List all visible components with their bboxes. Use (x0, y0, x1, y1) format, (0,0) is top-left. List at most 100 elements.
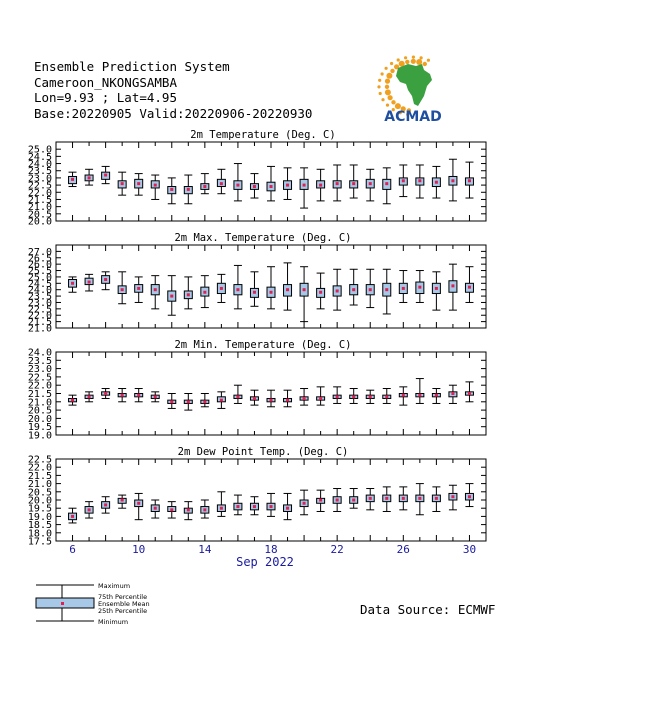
mean-marker (401, 393, 405, 397)
chart-header: Ensemble Prediction System Cameroon_NKON… (34, 59, 312, 121)
mean-marker (203, 290, 207, 294)
y-tick-label: 26.0 (28, 260, 52, 271)
mean-marker (286, 506, 290, 510)
mean-marker (286, 288, 290, 292)
y-tick-label: 21.5 (28, 317, 52, 328)
mean-marker (352, 288, 356, 292)
y-tick-label: 18.0 (28, 528, 52, 539)
mean-marker (286, 398, 290, 402)
mean-marker (153, 183, 157, 187)
mean-marker (236, 505, 240, 509)
mean-marker (418, 179, 422, 183)
mean-marker (170, 508, 174, 512)
x-tick-label: 14 (198, 543, 212, 556)
mean-marker (319, 290, 323, 294)
mean-marker (186, 293, 190, 297)
mean-marker (219, 182, 223, 186)
y-tick-label: 20.5 (28, 487, 52, 498)
legend-p25: 25th Percentile (98, 607, 147, 615)
logo-ray-dot (396, 58, 400, 62)
x-tick-label: 26 (397, 543, 410, 556)
mean-marker (104, 173, 108, 177)
y-tick-label: 20.5 (28, 406, 52, 417)
logo-ray-dot (390, 68, 395, 74)
panel-title: 2m Max. Temperature (Deg. C) (174, 232, 351, 244)
mean-marker (352, 498, 356, 502)
mean-marker (451, 392, 455, 395)
x-tick-label: 18 (264, 543, 277, 556)
mean-marker (186, 508, 190, 512)
mean-marker (153, 288, 157, 292)
logo-ray-dot (405, 59, 410, 65)
logo-ray-dot (384, 66, 388, 70)
y-tick-label: 22.5 (28, 455, 52, 466)
logo-ray-dot (380, 72, 384, 76)
logo-ray-dot (411, 55, 415, 59)
logo-ray-dot (378, 78, 382, 82)
mean-marker (236, 395, 240, 399)
y-tick-label: 18.5 (28, 520, 52, 531)
panel-title: 2m Temperature (Deg. C) (190, 129, 335, 141)
mean-marker (368, 182, 372, 186)
logo-ray-dot (398, 60, 405, 67)
legend: Maximum 75th Percentile Ensemble Mean 25… (35, 582, 150, 626)
mean-marker (401, 496, 405, 500)
logo-ray-dot (387, 95, 393, 101)
y-tick-label: 22.0 (28, 311, 52, 322)
logo-ray-dot (406, 108, 412, 113)
y-tick-label: 17.5 (28, 537, 52, 548)
mean-marker (120, 498, 124, 502)
y-tick-label: 23.0 (28, 364, 52, 375)
logo-text: ACMAD (384, 109, 442, 124)
logo-ray-dot (386, 72, 393, 79)
y-tick-label: 23.5 (28, 166, 52, 177)
mean-marker (170, 294, 174, 298)
logo-ray-dot (378, 91, 382, 96)
mean-marker (302, 288, 306, 292)
mean-marker (71, 281, 75, 285)
mean-marker (352, 395, 356, 399)
y-tick-label: 20.0 (28, 496, 52, 507)
y-tick-label: 21.0 (28, 324, 52, 335)
y-tick-label: 21.0 (28, 479, 52, 490)
y-tick-label: 20.0 (28, 217, 52, 228)
mean-marker (434, 286, 438, 290)
mean-marker (385, 182, 389, 186)
mean-marker (120, 393, 124, 397)
x-tick-label: 6 (69, 543, 76, 556)
panel-title: 2m Dew Point Temp. (Deg. C) (178, 446, 349, 458)
mean-marker (87, 395, 91, 399)
mean-marker (418, 393, 422, 397)
mean-marker (418, 285, 422, 289)
y-tick-label: 22.5 (28, 372, 52, 383)
x-axis-label: Sep 2022 (236, 555, 294, 569)
mean-marker (467, 285, 471, 289)
mean-marker (319, 396, 323, 400)
mean-marker (319, 498, 323, 502)
y-tick-label: 24.0 (28, 348, 52, 359)
mean-marker (302, 501, 306, 505)
mean-marker (252, 290, 256, 294)
mean-marker (269, 290, 273, 294)
mean-marker (286, 183, 290, 187)
y-tick-label: 25.5 (28, 266, 52, 277)
logo-ray-dot (391, 100, 396, 105)
mean-marker (335, 498, 339, 502)
mean-marker (467, 179, 471, 183)
mean-marker (451, 495, 455, 499)
y-tick-label: 23.0 (28, 298, 52, 309)
mean-marker (418, 496, 422, 500)
y-tick-label: 21.5 (28, 471, 52, 482)
mean-marker (302, 183, 306, 187)
header-line-1: Ensemble Prediction System (34, 59, 230, 74)
mean-marker (87, 508, 91, 512)
header-line-4: Base:20220905 Valid:20220906-20220930 (34, 105, 313, 121)
mean-marker (467, 392, 471, 395)
logo-ray-dot (384, 89, 391, 96)
y-tick-label: 24.0 (28, 285, 52, 296)
y-tick-label: 19.5 (28, 422, 52, 433)
logo-ray-dot (404, 56, 408, 60)
logo-ray-dot (385, 103, 390, 107)
mean-marker (137, 182, 141, 186)
mean-marker (104, 503, 108, 507)
